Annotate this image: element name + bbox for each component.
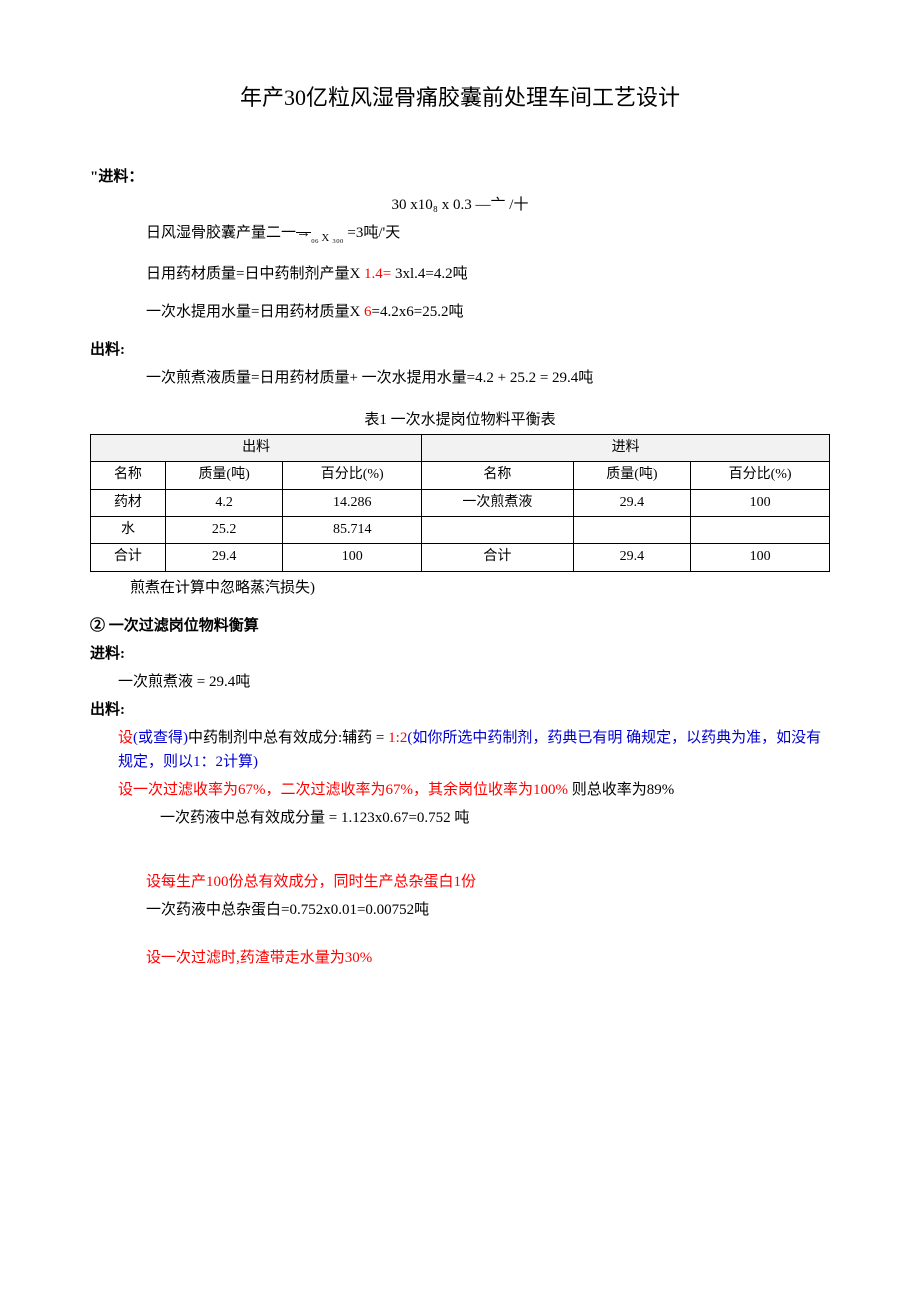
r: 设: [118, 730, 133, 746]
page-title: 年产30亿粒风湿骨痛胶囊前处理车间工艺设计: [90, 80, 830, 115]
sec2-o4a: 设每生产100份总有效成分，同时生产总杂蛋白1份: [90, 870, 830, 894]
sec2-out-label: 出料:: [90, 698, 830, 722]
txt2: =3吨/'天: [347, 225, 400, 241]
table-header-row: 名称 质量(吨) 百分比(%) 名称 质量(吨) 百分比(%): [91, 462, 830, 489]
t: 则总收率为89%: [572, 782, 675, 798]
r2: 1:2: [388, 730, 407, 746]
r: 1.4=: [364, 266, 391, 282]
b: (或查得): [133, 730, 188, 746]
sec2-heading: ② 一次过滤岗位物料衡算: [90, 614, 830, 638]
cell: 29.4: [165, 544, 282, 571]
cell: 一次煎煮液: [422, 489, 574, 516]
cell: [422, 516, 574, 543]
r: 设每生产100份总有效成分，同时生产总杂蛋白1份: [146, 874, 476, 890]
t2: =4.2x6=25.2吨: [372, 304, 464, 320]
table1-caption: 表1 一次水提岗位物料平衡表: [90, 408, 830, 432]
t2: 3xl.4=4.2吨: [391, 266, 467, 282]
cell: 85.714: [283, 516, 422, 543]
col: 百分比(%): [691, 462, 830, 489]
sec-in-label: "进料：: [90, 165, 830, 189]
table-1: 出料 进料 名称 质量(吨) 百分比(%) 名称 质量(吨) 百分比(%) 药材…: [90, 434, 830, 572]
cell: 100: [691, 489, 830, 516]
sec2-o3: 一次药液中总有效成分量 = 1.123x0.67=0.752 吨: [90, 806, 830, 830]
cell: 合计: [91, 544, 166, 571]
cell: 29.4: [573, 544, 690, 571]
col: 名称: [91, 462, 166, 489]
sec2-in-l1: 一次煎煮液 = 29.4吨: [90, 670, 830, 694]
sec2-o4b: 一次药液中总杂蛋白=0.752x0.01=0.00752吨: [90, 898, 830, 922]
cell: 29.4: [573, 489, 690, 516]
formula-1: 30 x10₈ x 0.3 —亠 /十: [90, 193, 830, 217]
sub: ₀₆ X ₃₀₀: [311, 232, 344, 244]
calc-line-3: 一次水提用水量=日用药材质量X 6=4.2x6=25.2吨: [90, 300, 830, 324]
col: 质量(吨): [165, 462, 282, 489]
cell: 100: [691, 544, 830, 571]
sec2-o5: 设一次过滤时,药渣带走水量为30%: [90, 946, 830, 970]
r: 设一次过滤收率为67%，二次过滤收率为67%，其余岗位收率为100%: [118, 782, 572, 798]
cell: 合计: [422, 544, 574, 571]
t: 日用药材质量=日中药制剂产量X: [146, 266, 364, 282]
sec2-o1: 设(或查得)中药制剂中总有效成分:辅药 = 1:2(如你所选中药制剂，药典已有明…: [90, 726, 830, 774]
th-left: 出料: [91, 434, 422, 461]
out-line-1: 一次煎煮液质量=日用药材质量+ 一次水提用水量=4.2 + 25.2 = 29.…: [90, 366, 830, 390]
col: 百分比(%): [283, 462, 422, 489]
table-row: 药材4.214.286一次煎煮液29.4100: [91, 489, 830, 516]
t: 中药制剂中总有效成分:辅药 =: [188, 730, 388, 746]
th-right: 进料: [422, 434, 830, 461]
cell: 25.2: [165, 516, 282, 543]
cell: 14.286: [283, 489, 422, 516]
calc-line-2: 日用药材质量=日中药制剂产量X 1.4= 3xl.4=4.2吨: [90, 262, 830, 286]
t: 一次水提用水量=日用药材质量X: [146, 304, 364, 320]
cell: [691, 516, 830, 543]
col: 质量(吨): [573, 462, 690, 489]
sec2-in-label: 进料:: [90, 642, 830, 666]
strike: →: [296, 225, 311, 241]
r: 6: [364, 304, 372, 320]
cell: 100: [283, 544, 422, 571]
txt: 日风湿骨胶囊产量二一: [146, 225, 296, 241]
table-row: 水25.285.714: [91, 516, 830, 543]
sec-out-label: 出料:: [90, 338, 830, 362]
cell: [573, 516, 690, 543]
cell: 药材: [91, 489, 166, 516]
sec2-o2: 设一次过滤收率为67%，二次过滤收率为67%，其余岗位收率为100% 则总收率为…: [90, 778, 830, 802]
table-row: 合计29.4100合计29.4100: [91, 544, 830, 571]
cell: 水: [91, 516, 166, 543]
table1-note: 煎煮在计算中忽略蒸汽损失): [90, 576, 830, 600]
cell: 4.2: [165, 489, 282, 516]
calc-line-1: 日风湿骨胶囊产量二一→₀₆ X ₃₀₀ =3吨/'天: [90, 221, 830, 248]
col: 名称: [422, 462, 574, 489]
